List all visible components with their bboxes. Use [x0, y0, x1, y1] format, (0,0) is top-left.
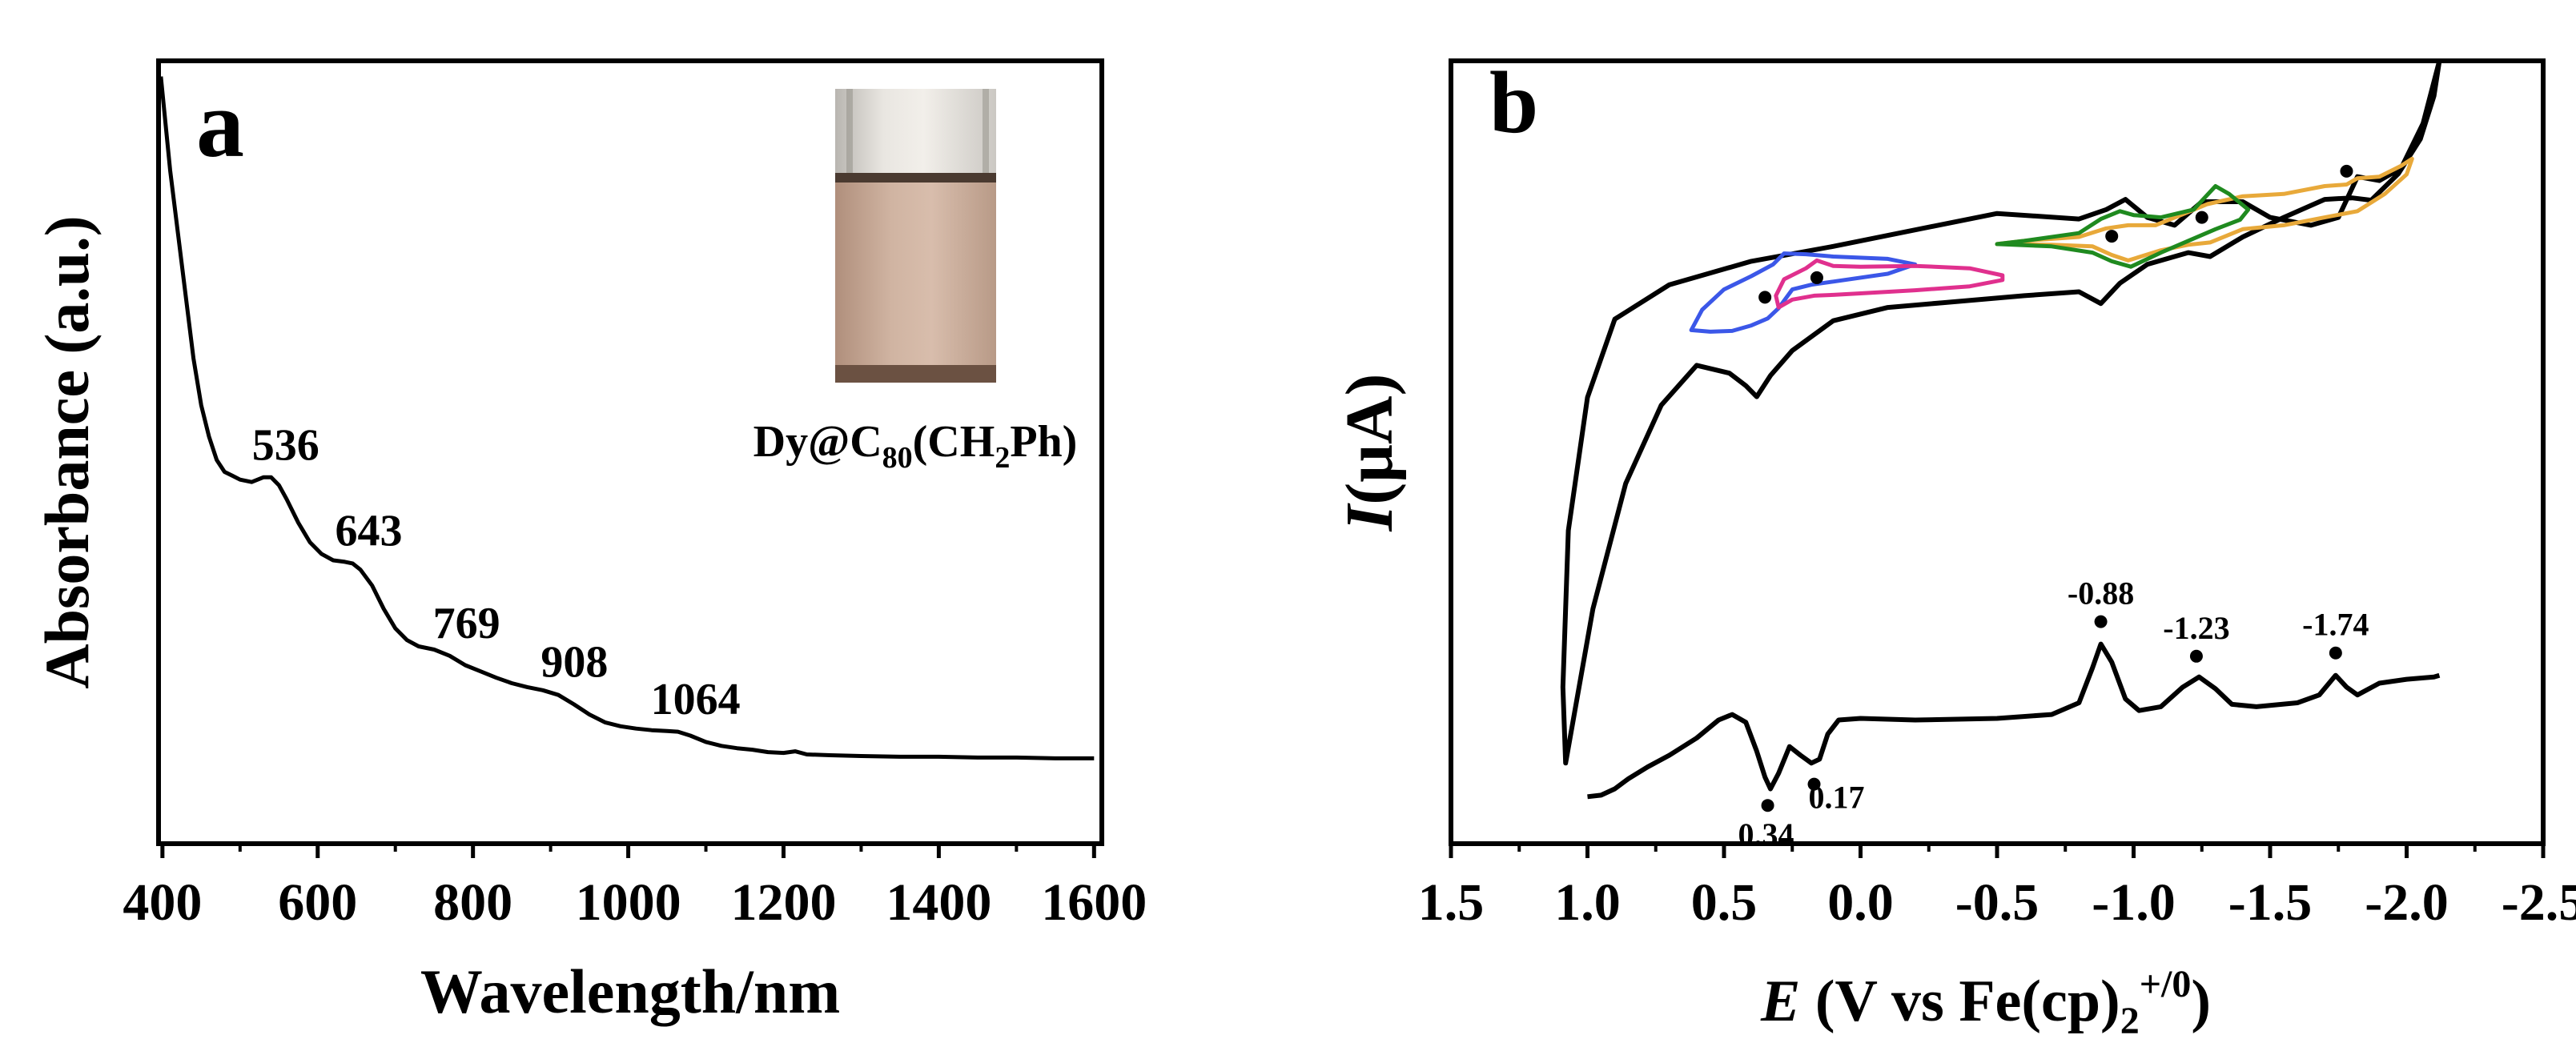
x-axis-label-b: E (V vs Fe(cp)2+/0) — [1760, 963, 2211, 1042]
panel-label-b: b — [1489, 54, 1538, 151]
y-label-var: I — [1332, 502, 1407, 532]
cv-marker-dot — [1810, 271, 1823, 284]
dpv-peak-label-0.34: 0.34 — [1738, 816, 1794, 852]
x-tick-label-a: 1200 — [730, 873, 836, 932]
peak-labels-a: 536 643 769 908 1064 — [252, 420, 741, 724]
dpv-peak-label--0.88: -0.88 — [2068, 576, 2134, 612]
y-axis-label-a: Absorbance (a.u.) — [32, 215, 102, 689]
cv-markers-group — [1758, 164, 2353, 304]
vial-headspace — [835, 89, 996, 173]
x-ticks-b: 1.5 1.0 0.5 0.0 -0.5 -1.0 -1.5 -2.0 -2.5 — [1418, 844, 2576, 932]
x-tick-label-b: -2.0 — [2365, 873, 2448, 932]
series-full-cv — [1560, 58, 2442, 766]
x-label-sup: +/0 — [2140, 963, 2192, 1005]
inset-label-pre: Dy@C — [754, 417, 882, 467]
dpv-peak-label--1.23: -1.23 — [2163, 610, 2229, 646]
series-green-cv — [1995, 184, 2251, 269]
series-orange-cv — [1995, 156, 2414, 263]
peak-label-536: 536 — [252, 420, 319, 470]
dpv-peak-labels: 0.34 0.17 -0.88 -1.23 -1.74 — [1738, 576, 2369, 853]
x-tick-label-b: -2.5 — [2502, 873, 2576, 932]
y-label-rest: (μA) — [1332, 374, 1407, 505]
inset-label-mid: (CH — [913, 417, 995, 467]
inset-label-sub1: 80 — [882, 441, 913, 475]
cv-marker-dot — [2195, 211, 2208, 224]
x-tick-label-a: 1400 — [886, 873, 991, 932]
cv-marker-dot — [2340, 164, 2353, 178]
cv-series-group — [1560, 58, 2442, 800]
x-tick-label-a: 1600 — [1041, 873, 1147, 932]
dpv-peak-dot — [2189, 649, 2203, 663]
x-tick-label-b: 1.0 — [1554, 873, 1621, 932]
panel-a: a 400 600 800 1000 1200 1400 1600 536 643 769 908… — [32, 58, 1147, 1026]
series-blue-cv — [1689, 251, 1918, 334]
x-tick-label-b: 0.5 — [1691, 873, 1758, 932]
dpv-peak-dot — [1807, 777, 1821, 791]
x-tick-label-b: -0.5 — [1955, 873, 2039, 932]
x-tick-label-b: 0.0 — [1827, 873, 1894, 932]
x-label-post: ) — [2191, 969, 2211, 1034]
cv-marker-dot — [2105, 230, 2119, 243]
absorbance-series-line — [159, 76, 1095, 760]
panel-label-a: a — [196, 70, 244, 177]
x-tick-label-b: -1.5 — [2228, 873, 2312, 932]
dpv-peak-dot — [2329, 646, 2342, 660]
x-axis-label-a: Wavelength/nm — [420, 957, 840, 1026]
x-tick-label-b: -1.0 — [2092, 873, 2175, 932]
x-label-var: E — [1760, 969, 1800, 1034]
dpv-peak-label--1.74: -1.74 — [2302, 607, 2369, 643]
peak-label-769: 769 — [433, 599, 500, 648]
x-ticks-a: 400 600 800 1000 1200 1400 1600 — [123, 844, 1147, 932]
x-tick-label-b: 1.5 — [1418, 873, 1485, 932]
x-tick-label-a: 600 — [278, 873, 357, 932]
inset-label-sub2: 2 — [995, 441, 1010, 475]
series-dpv — [1587, 641, 2441, 800]
peak-label-1064: 1064 — [651, 675, 741, 724]
peak-label-643: 643 — [335, 506, 402, 556]
vial-meniscus — [835, 173, 996, 183]
x-tick-label-a: 400 — [123, 873, 202, 932]
x-tick-label-a: 1000 — [576, 873, 681, 932]
vial-bottom — [835, 365, 996, 383]
inset-sample-label: Dy@C80(CH2Ph) — [754, 417, 1078, 475]
x-label-pre: (V vs Fe(cp) — [1800, 969, 2120, 1034]
y-axis-label-b: I(μA) — [1332, 374, 1407, 532]
dpv-peak-label-0.17: 0.17 — [1809, 780, 1865, 816]
vial-photo — [835, 89, 996, 383]
dpv-peak-dot — [1761, 799, 1774, 812]
cv-marker-dot — [1758, 291, 1772, 304]
series-magenta-cv — [1774, 258, 2005, 310]
inset-label-post: Ph) — [1010, 417, 1077, 467]
dpv-peak-dot — [2094, 615, 2108, 628]
peak-label-908: 908 — [541, 638, 608, 688]
x-tick-label-a: 800 — [433, 873, 512, 932]
vial-liquid — [835, 183, 996, 365]
panel-b: b 1.5 1.0 0.5 0.0 -0.5 -1.0 -1.5 -2.0 -2.5 0.340… — [1332, 54, 2576, 1042]
x-label-sub: 2 — [2120, 1000, 2140, 1042]
